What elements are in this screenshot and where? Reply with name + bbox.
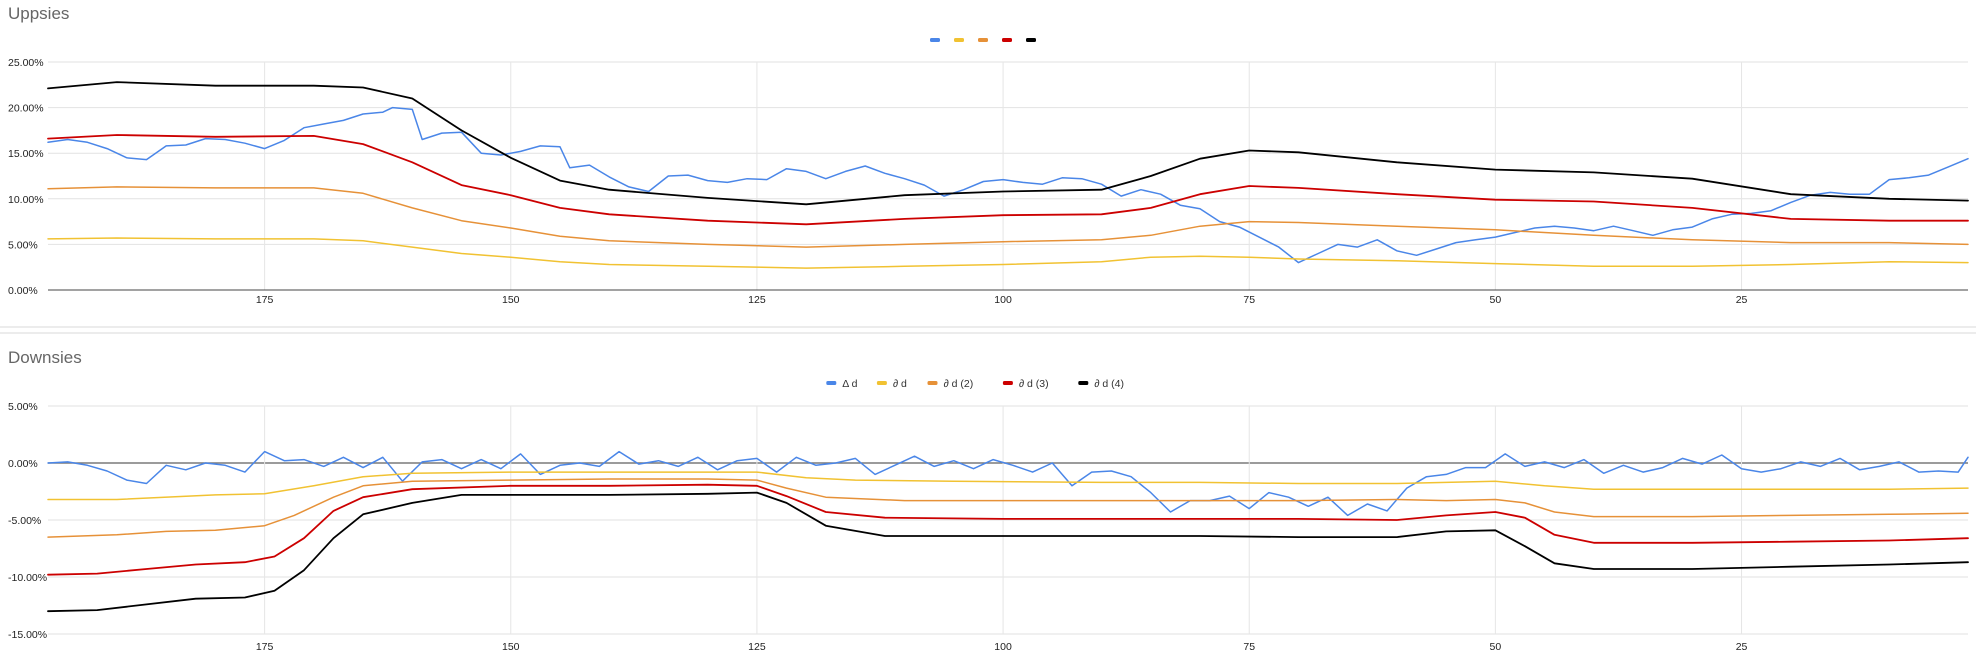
legend-swatch xyxy=(927,381,938,385)
x-tick-label: 100 xyxy=(994,294,1012,306)
legend-swatch xyxy=(1078,381,1089,385)
series-line-d xyxy=(47,450,1969,517)
x-tick-label: 150 xyxy=(502,641,520,653)
legend-item[interactable] xyxy=(1026,38,1036,42)
panel-divider xyxy=(0,326,1976,334)
legend-label: ∂ d (2) xyxy=(944,378,974,390)
x-tick-label: 125 xyxy=(748,294,766,306)
legend-label: ∂ d (3) xyxy=(1019,378,1049,390)
legend-item[interactable]: Δ d xyxy=(826,378,858,390)
series-line-5 xyxy=(47,81,1969,206)
x-axis-labels: 175 150 125 100 75 50 25 xyxy=(256,294,1748,306)
series-line-d-2 xyxy=(47,478,1969,538)
series-line-4 xyxy=(47,134,1969,226)
x-tick-label: 150 xyxy=(502,294,520,306)
x-tick-label: 25 xyxy=(1736,294,1748,306)
legend-swatch xyxy=(1002,381,1013,385)
y-tick-label: -10.00% xyxy=(8,572,47,584)
legend-swatch xyxy=(1026,38,1036,42)
x-tick-label: 75 xyxy=(1243,294,1255,306)
legend-label: ∂ d (4) xyxy=(1094,378,1124,390)
legend-item[interactable] xyxy=(954,38,964,42)
y-axis-labels: 0.00% 5.00% 10.00% 15.00% 20.00% 25.00% xyxy=(8,57,44,297)
y-tick-label: 20.00% xyxy=(8,103,44,115)
x-tick-label: 50 xyxy=(1490,294,1502,306)
legend-label: ∂ d xyxy=(893,378,907,390)
legend[interactable] xyxy=(930,38,1036,42)
uppsies-chart[interactable]: Uppsies 0.00% 5.00% 10.00% 15.00% 20.00% 25.0… xyxy=(8,4,1969,306)
x-tick-label: 50 xyxy=(1490,641,1502,653)
x-tick-label: 125 xyxy=(748,641,766,653)
y-tick-label: 10.00% xyxy=(8,194,44,206)
x-tick-label: 75 xyxy=(1243,641,1255,653)
y-tick-label: -15.00% xyxy=(8,629,47,641)
chart-title-downsies: Downsies xyxy=(8,348,82,367)
series-line-3 xyxy=(47,186,1969,248)
legend-item[interactable]: ∂ d (4) xyxy=(1078,378,1124,390)
legend-item[interactable] xyxy=(930,38,940,42)
legend-swatch xyxy=(930,38,940,42)
series-line-d-4 xyxy=(47,491,1969,613)
downsies-chart[interactable]: Downsies -15.00%-10.00%-5.00%0.00%5.00% … xyxy=(8,348,1969,653)
y-tick-label: 0.00% xyxy=(8,285,38,297)
series-lines xyxy=(47,81,1969,269)
y-tick-label: 5.00% xyxy=(8,401,38,413)
legend-swatch xyxy=(978,38,988,42)
legend-label: Δ d xyxy=(842,378,857,390)
y-axis-labels: -15.00% -10.00% -5.00% 0.00% 5.00% xyxy=(8,401,47,641)
legend-swatch xyxy=(876,381,887,385)
y-tick-label: 0.00% xyxy=(8,458,38,470)
series-line-2 xyxy=(47,237,1969,269)
gridlines xyxy=(48,61,1968,291)
legend-item[interactable]: ∂ d (3) xyxy=(1002,378,1049,390)
legend-swatch xyxy=(826,381,837,385)
series-line-1 xyxy=(47,106,1969,264)
x-tick-label: 100 xyxy=(994,641,1012,653)
legend-item[interactable]: ∂ d xyxy=(876,378,907,390)
legend-swatch xyxy=(954,38,964,42)
x-tick-label: 175 xyxy=(256,641,274,653)
series-line-d xyxy=(47,471,1969,501)
x-axis-labels: 175 150 125 100 75 50 25 xyxy=(256,641,1748,653)
y-tick-label: 15.00% xyxy=(8,148,44,160)
y-tick-label: 25.00% xyxy=(8,57,44,69)
x-tick-label: 25 xyxy=(1736,641,1748,653)
gridlines xyxy=(48,405,1968,635)
chart-title-uppsies: Uppsies xyxy=(8,4,69,23)
legend-item[interactable]: ∂ d (2) xyxy=(927,378,974,390)
y-tick-label: -5.00% xyxy=(8,515,41,527)
y-tick-label: 5.00% xyxy=(8,239,38,251)
legend-swatch xyxy=(1002,38,1012,42)
x-tick-label: 175 xyxy=(256,294,274,306)
series-lines xyxy=(47,450,1969,613)
legend[interactable]: Δ d ∂ d ∂ d (2) ∂ d (3) ∂ d (4) xyxy=(826,378,1124,390)
legend-item[interactable] xyxy=(978,38,988,42)
legend-item[interactable] xyxy=(1002,38,1012,42)
series-line-d-3 xyxy=(47,483,1969,576)
